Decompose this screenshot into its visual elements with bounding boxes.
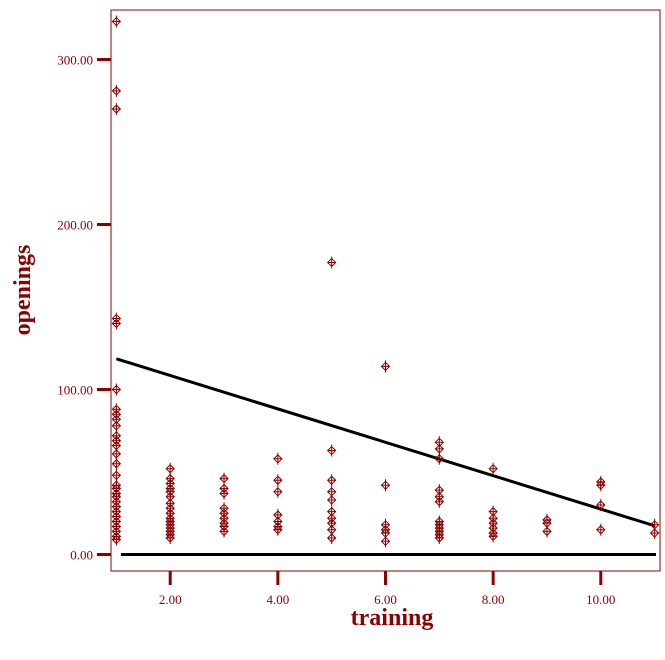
data-point xyxy=(273,485,283,498)
y-axis: 0.00 100.00 200.00 300.00 xyxy=(57,53,111,563)
data-point xyxy=(434,452,445,465)
x-tick-label: 6.00 xyxy=(374,592,397,607)
data-point xyxy=(111,383,122,396)
data-point xyxy=(273,452,283,465)
data-point xyxy=(542,525,552,538)
fit-line xyxy=(115,357,656,528)
data-point xyxy=(219,487,229,500)
data-point xyxy=(111,317,122,330)
data-point xyxy=(273,523,283,536)
x-axis: 2.00 4.00 6.00 8.00 10.00 xyxy=(159,571,615,607)
data-point xyxy=(111,84,122,97)
data-point xyxy=(488,462,498,475)
data-point xyxy=(380,535,391,548)
x-tick-label: 8.00 xyxy=(482,592,505,607)
x-axis-title: training xyxy=(351,605,434,631)
data-point xyxy=(111,457,122,470)
data-point xyxy=(488,530,498,543)
y-tick-label: 100.00 xyxy=(57,383,93,398)
data-point xyxy=(326,256,337,269)
data-point xyxy=(596,499,606,511)
data-point xyxy=(380,360,391,373)
data-point xyxy=(111,533,122,546)
y-tick-label: 300.00 xyxy=(57,53,93,68)
data-point xyxy=(273,474,283,487)
data-point xyxy=(434,532,445,544)
data-point xyxy=(111,15,122,28)
data-points xyxy=(111,15,660,548)
x-tick-label: 10.00 xyxy=(586,592,615,607)
y-tick-label: 0.00 xyxy=(70,548,93,563)
y-axis-title: openings xyxy=(10,245,36,336)
data-point xyxy=(219,525,229,538)
data-point xyxy=(326,444,337,457)
data-point xyxy=(380,479,391,492)
data-point xyxy=(596,523,606,536)
data-point xyxy=(111,103,122,115)
data-point xyxy=(165,532,175,544)
data-point xyxy=(326,532,337,544)
x-tick-label: 4.00 xyxy=(266,592,289,607)
data-point xyxy=(326,474,337,487)
x-tick-label: 2.00 xyxy=(159,592,182,607)
y-tick-label: 200.00 xyxy=(57,218,93,233)
regression-lines xyxy=(115,357,656,556)
data-point xyxy=(326,494,337,507)
data-point xyxy=(434,495,445,508)
data-point xyxy=(596,479,606,492)
data-point xyxy=(649,527,660,540)
